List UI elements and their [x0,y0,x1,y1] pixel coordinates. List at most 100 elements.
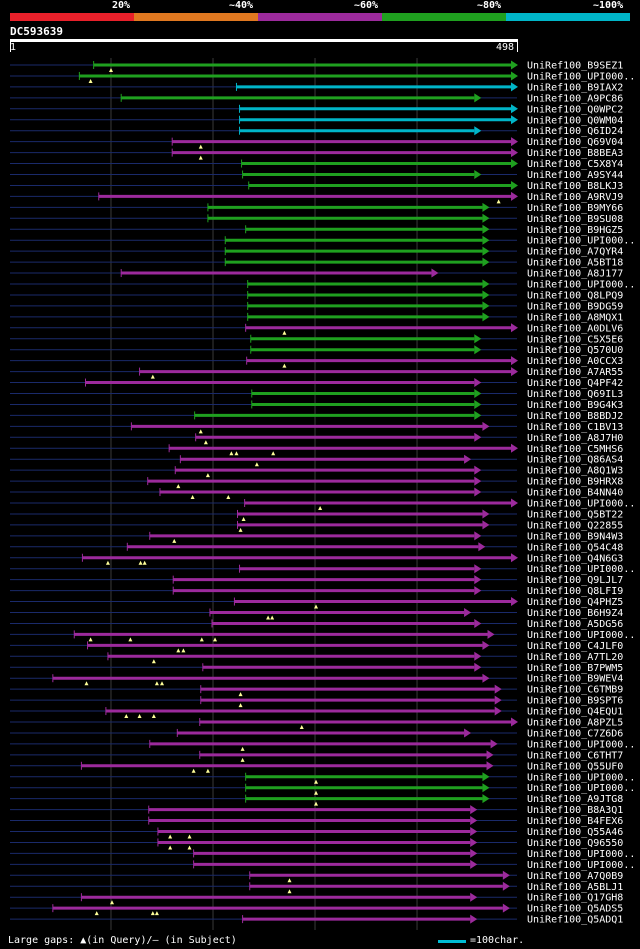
hit-label[interactable]: UniRef100_A7AR55 [527,367,623,378]
hit-row[interactable]: UniRef100_C5X8Y4 [10,159,623,170]
hit-row[interactable]: UniRef100_UPI000.. [10,71,635,83]
hit-row[interactable]: UniRef100_A8Q1W3 [10,465,623,478]
hit-row[interactable]: UniRef100_B9DG59 [10,301,623,312]
hit-label[interactable]: UniRef100_B8BDJ2 [527,411,623,422]
hit-row[interactable]: UniRef100_A7TL20 [10,651,623,664]
hit-label[interactable]: UniRef100_Q8LFI9 [527,586,623,597]
hit-row[interactable]: UniRef100_C6THT7 [10,750,623,762]
hit-label[interactable]: UniRef100_Q4EQU1 [527,707,623,718]
hit-label[interactable]: UniRef100_B9IAX2 [527,82,623,93]
hit-row[interactable]: UniRef100_UPI000.. [10,629,635,642]
hit-row[interactable]: UniRef100_Q55UF0 [10,761,623,773]
hit-label[interactable]: UniRef100_UPI000.. [527,280,635,291]
hit-label[interactable]: UniRef100_A7QYR4 [527,247,623,258]
hit-label[interactable]: UniRef100_B9SPT6 [527,696,623,707]
hit-row[interactable]: UniRef100_UPI000.. [10,848,635,860]
hit-row[interactable]: UniRef100_A5BLJ1 [10,881,623,894]
hit-row[interactable]: UniRef100_B9SEZ1 [10,60,623,73]
hit-label[interactable]: UniRef100_UPI000.. [527,783,635,794]
hit-row[interactable]: UniRef100_A5DG56 [10,618,623,630]
hit-label[interactable]: UniRef100_A7TL20 [527,652,623,663]
hit-row[interactable]: UniRef100_B8LKJ3 [10,180,623,192]
hit-row[interactable]: UniRef100_UPI000.. [10,498,635,511]
hit-label[interactable]: UniRef100_Q96550 [527,838,623,849]
hit-row[interactable]: UniRef100_UPI000.. [10,564,635,575]
hit-label[interactable]: UniRef100_C5X5E6 [527,334,623,345]
hit-row[interactable]: UniRef100_B4FEX6 [10,816,623,827]
hit-row[interactable]: UniRef100_Q9LJL7 [10,575,623,586]
hit-label[interactable]: UniRef100_Q55UF0 [527,761,623,772]
hit-label[interactable]: UniRef100_B4NN40 [527,488,623,499]
hit-label[interactable]: UniRef100_B9MY66 [527,203,623,214]
hit-row[interactable]: UniRef100_A0DLV6 [10,323,623,335]
hit-label[interactable]: UniRef100_C6THT7 [527,750,623,761]
hit-label[interactable]: UniRef100_UPI000.. [527,860,635,871]
hit-row[interactable]: UniRef100_Q0WM04 [10,115,623,126]
hit-label[interactable]: UniRef100_B6H9Z4 [527,608,623,619]
hit-label[interactable]: UniRef100_A7Q0B9 [527,871,623,882]
hit-row[interactable]: UniRef100_A8J177 [10,268,623,280]
hit-row[interactable]: UniRef100_Q6ID24 [10,126,623,137]
hit-label[interactable]: UniRef100_Q86AS4 [527,455,623,466]
hit-row[interactable]: UniRef100_Q5ADS5 [10,903,623,916]
hit-row[interactable]: UniRef100_Q17GH8 [10,892,623,905]
hit-row[interactable]: UniRef100_C7Z6D6 [10,728,623,739]
hit-row[interactable]: UniRef100_C4JLF0 [10,640,623,653]
hit-label[interactable]: UniRef100_Q17GH8 [527,893,623,904]
hit-label[interactable]: UniRef100_B9HGZ5 [527,225,623,236]
hit-label[interactable]: UniRef100_B8BEA3 [527,148,623,159]
hit-label[interactable]: UniRef100_B7PWM5 [527,663,623,674]
hit-row[interactable]: UniRef100_B8BDJ2 [10,410,623,422]
hit-row[interactable]: UniRef100_B9HRX8 [10,476,623,489]
hit-label[interactable]: UniRef100_C7Z6D6 [527,728,623,739]
hit-row[interactable]: UniRef100_B4NN40 [10,487,623,500]
hit-row[interactable]: UniRef100_A9RVJ9 [10,191,623,204]
hit-label[interactable]: UniRef100_Q0WPC2 [527,104,623,115]
hit-row[interactable]: UniRef100_B9MY66 [10,202,623,214]
hit-row[interactable]: UniRef100_Q55A46 [10,827,623,839]
hit-row[interactable]: UniRef100_B8A3Q1 [10,805,623,816]
hit-label[interactable]: UniRef100_B9HRX8 [527,477,623,488]
hit-row[interactable]: UniRef100_A7Q0B9 [10,870,623,883]
hit-label[interactable]: UniRef100_Q4PHZ5 [527,597,623,608]
hit-label[interactable]: UniRef100_A5BLJ1 [527,882,623,893]
hit-label[interactable]: UniRef100_UPI000.. [527,630,635,641]
hit-row[interactable]: UniRef100_Q54C48 [10,542,623,553]
hit-label[interactable]: UniRef100_Q5ADS5 [527,904,623,915]
hit-label[interactable]: UniRef100_Q54C48 [527,542,623,553]
hit-label[interactable]: UniRef100_UPI000.. [527,564,635,575]
hit-row[interactable]: UniRef100_B9N4W3 [10,531,623,543]
hit-row[interactable]: UniRef100_B9HGZ5 [10,224,623,236]
hit-row[interactable]: UniRef100_Q5ADQ1 [10,914,623,926]
hit-label[interactable]: UniRef100_Q6ID24 [527,126,623,137]
hit-row[interactable]: UniRef100_Q86AS4 [10,454,623,467]
hit-label[interactable]: UniRef100_A0DLV6 [527,323,623,334]
hit-label[interactable]: UniRef100_A9PC86 [527,93,623,104]
hit-row[interactable]: UniRef100_Q8LFI9 [10,586,623,597]
hit-label[interactable]: UniRef100_Q9LJL7 [527,575,623,586]
hit-label[interactable]: UniRef100_C5X8Y4 [527,159,623,170]
hit-label[interactable]: UniRef100_A8Q1W3 [527,466,623,477]
hit-label[interactable]: UniRef100_Q4N6G3 [527,553,623,564]
hit-row[interactable]: UniRef100_UPI000.. [10,772,635,784]
hit-row[interactable]: UniRef100_Q4PHZ5 [10,597,623,609]
hit-row[interactable]: UniRef100_Q96550 [10,837,623,850]
hit-row[interactable]: UniRef100_UPI000.. [10,783,635,795]
hit-label[interactable]: UniRef100_A8PZL5 [527,718,623,729]
hit-row[interactable]: UniRef100_B6H9Z4 [10,608,623,620]
hit-row[interactable]: UniRef100_A7QYR4 [10,246,623,258]
hit-row[interactable]: UniRef100_Q69V04 [10,137,623,149]
hit-row[interactable]: UniRef100_UPI000.. [10,279,635,291]
hit-label[interactable]: UniRef100_B9WEV4 [527,674,623,685]
hit-row[interactable]: UniRef100_Q4N6G3 [10,553,623,565]
hit-label[interactable]: UniRef100_Q5BT22 [527,509,623,520]
hit-label[interactable]: UniRef100_Q22855 [527,520,623,531]
hit-label[interactable]: UniRef100_UPI000.. [527,772,635,783]
hit-row[interactable]: UniRef100_UPI000.. [10,739,635,751]
hit-label[interactable]: UniRef100_UPI000.. [527,71,635,82]
hit-label[interactable]: UniRef100_A8J177 [527,269,623,280]
hit-label[interactable]: UniRef100_C6TMB9 [527,685,623,696]
hit-row[interactable]: UniRef100_A8PZL5 [10,717,623,730]
hit-row[interactable]: UniRef100_UPI000.. [10,859,635,871]
hit-label[interactable]: UniRef100_B9N4W3 [527,531,623,542]
